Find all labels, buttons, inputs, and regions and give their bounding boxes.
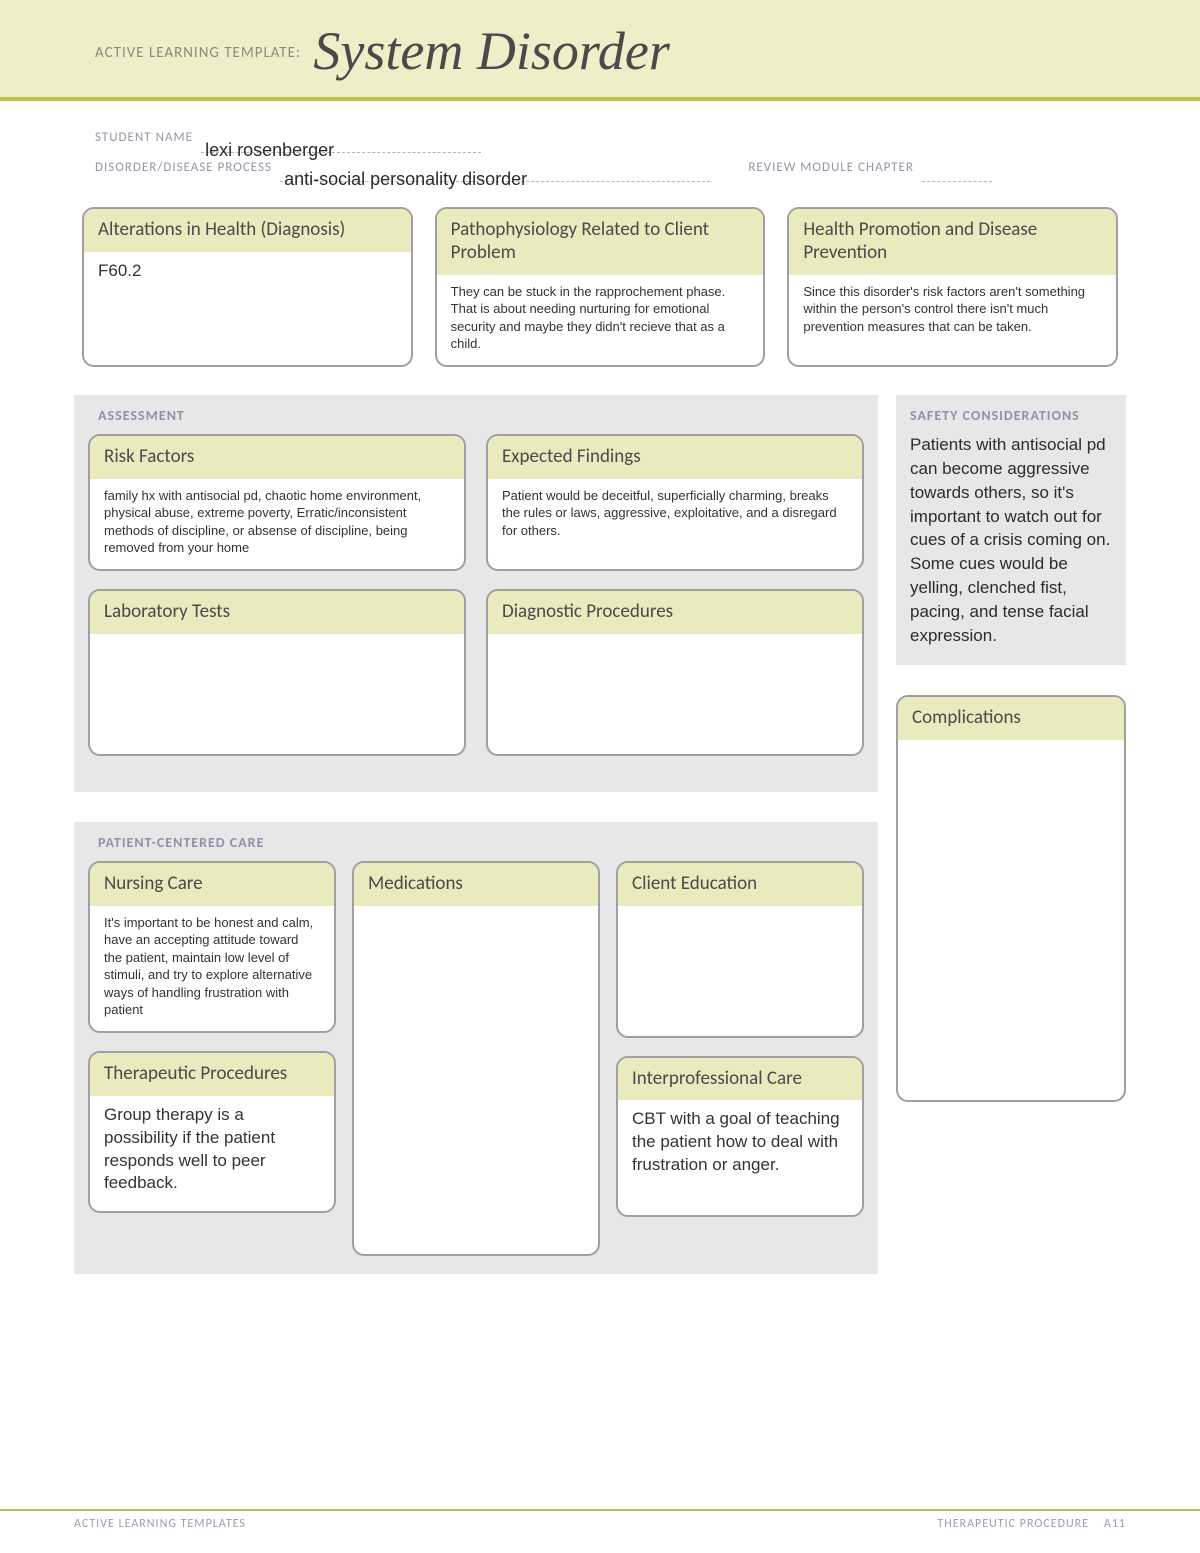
interprof-card: Interprofessional Care CBT with a goal o… bbox=[616, 1056, 864, 1218]
left-column: ASSESSMENT Risk Factors family hx with a… bbox=[74, 395, 878, 1304]
footer-right-label: THERAPEUTIC PROCEDURE bbox=[937, 1517, 1089, 1531]
medications-card: Medications bbox=[352, 861, 600, 1256]
client-ed-card: Client Education bbox=[616, 861, 864, 1038]
footer-page: A11 bbox=[1104, 1517, 1126, 1531]
diag-card: Diagnostic Procedures bbox=[486, 589, 864, 756]
care-section: PATIENT-CENTERED CARE Nursing Care It's … bbox=[74, 822, 878, 1274]
patho-card: Pathophysiology Related to Client Proble… bbox=[435, 207, 766, 367]
promo-body: Since this disorder's risk factors aren'… bbox=[789, 275, 1116, 348]
expected-card: Expected Findings Patient would be decei… bbox=[486, 434, 864, 571]
right-column: SAFETY CONSIDERATIONS Patients with anti… bbox=[896, 395, 1126, 1304]
promo-title: Health Promotion and Disease Prevention bbox=[789, 209, 1116, 275]
assessment-section: ASSESSMENT Risk Factors family hx with a… bbox=[74, 395, 878, 792]
medications-title: Medications bbox=[354, 863, 598, 906]
assessment-title: ASSESSMENT bbox=[92, 407, 864, 424]
top-row: Alterations in Health (Diagnosis) F60.2 … bbox=[74, 207, 1126, 367]
interprof-title: Interprofessional Care bbox=[618, 1058, 862, 1101]
student-name-label: STUDENT NAME bbox=[95, 130, 193, 145]
safety-body: Patients with antisocial pd can become a… bbox=[906, 433, 1116, 647]
client-ed-body bbox=[618, 906, 862, 1036]
expected-body: Patient would be deceitful, superficiall… bbox=[488, 479, 862, 552]
header-banner: ACTIVE LEARNING TEMPLATE: System Disorde… bbox=[0, 0, 1200, 101]
alterations-body: F60.2 bbox=[84, 252, 411, 322]
alterations-card: Alterations in Health (Diagnosis) F60.2 bbox=[82, 207, 413, 367]
medications-body bbox=[354, 906, 598, 1251]
footer-left: ACTIVE LEARNING TEMPLATES bbox=[74, 1517, 246, 1531]
complications-card: Complications bbox=[896, 695, 1126, 1102]
page-title: System Disorder bbox=[313, 21, 669, 81]
main-row: ASSESSMENT Risk Factors family hx with a… bbox=[74, 395, 1126, 1304]
promo-card: Health Promotion and Disease Prevention … bbox=[787, 207, 1118, 367]
content: Alterations in Health (Diagnosis) F60.2 … bbox=[0, 207, 1200, 1304]
complications-body bbox=[898, 740, 1124, 1100]
nursing-card: Nursing Care It's important to be honest… bbox=[88, 861, 336, 1033]
review-label: REVIEW MODULE CHAPTER bbox=[748, 160, 914, 175]
therapeutic-card: Therapeutic Procedures Group therapy is … bbox=[88, 1051, 336, 1213]
complications-title: Complications bbox=[898, 697, 1124, 740]
student-info: STUDENT NAME lexi rosenberger DISORDER/D… bbox=[0, 101, 1200, 207]
disorder-label: DISORDER/DISEASE PROCESS bbox=[95, 160, 272, 175]
diag-title: Diagnostic Procedures bbox=[488, 591, 862, 634]
lab-body bbox=[90, 634, 464, 754]
disorder-value: anti-social personality disorder bbox=[284, 169, 527, 189]
footer: ACTIVE LEARNING TEMPLATES THERAPEUTIC PR… bbox=[0, 1509, 1200, 1531]
page: ACTIVE LEARNING TEMPLATE: System Disorde… bbox=[0, 0, 1200, 1553]
header-prefix: ACTIVE LEARNING TEMPLATE: bbox=[95, 44, 301, 62]
risk-body: family hx with antisocial pd, chaotic ho… bbox=[90, 479, 464, 569]
therapeutic-body: Group therapy is a possibility if the pa… bbox=[90, 1096, 334, 1211]
expected-title: Expected Findings bbox=[488, 436, 862, 479]
lab-title: Laboratory Tests bbox=[90, 591, 464, 634]
risk-title: Risk Factors bbox=[90, 436, 464, 479]
safety-section: SAFETY CONSIDERATIONS Patients with anti… bbox=[896, 395, 1126, 665]
patho-title: Pathophysiology Related to Client Proble… bbox=[437, 209, 764, 275]
therapeutic-title: Therapeutic Procedures bbox=[90, 1053, 334, 1096]
client-ed-title: Client Education bbox=[618, 863, 862, 906]
diag-body bbox=[488, 634, 862, 754]
lab-card: Laboratory Tests bbox=[88, 589, 466, 756]
nursing-body: It's important to be honest and calm, ha… bbox=[90, 906, 334, 1031]
safety-title: SAFETY CONSIDERATIONS bbox=[910, 407, 1116, 425]
care-title: PATIENT-CENTERED CARE bbox=[92, 834, 864, 851]
alterations-title: Alterations in Health (Diagnosis) bbox=[84, 209, 411, 252]
nursing-title: Nursing Care bbox=[90, 863, 334, 906]
interprof-body: CBT with a goal of teaching the patient … bbox=[618, 1100, 862, 1215]
patho-body: They can be stuck in the rapprochement p… bbox=[437, 275, 764, 365]
risk-card: Risk Factors family hx with antisocial p… bbox=[88, 434, 466, 571]
